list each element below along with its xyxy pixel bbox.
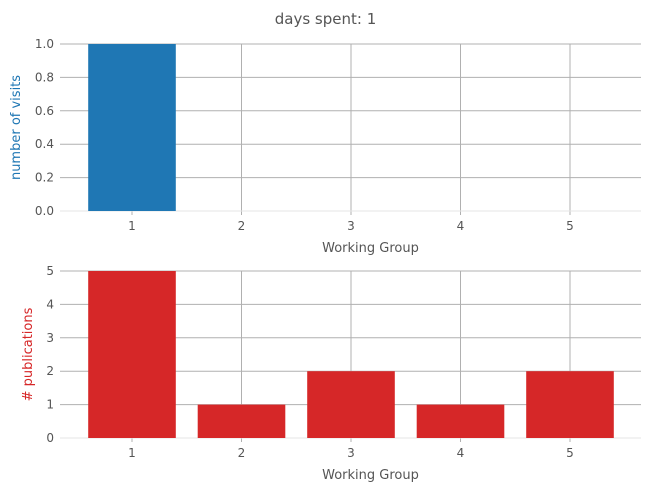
y-tick-label: 0.4 — [35, 137, 54, 151]
x-axis-label: Working Group — [322, 468, 419, 483]
bar-group-2 — [197, 404, 286, 438]
y-tick-label: 0 — [46, 431, 54, 445]
y-tick-label: 1 — [46, 398, 54, 412]
x-axis-label: Working Group — [322, 241, 419, 256]
x-tick-label: 3 — [347, 446, 355, 460]
figure-title: days spent: 1 — [275, 10, 377, 28]
y-tick-label: 0.0 — [35, 204, 54, 218]
y-tick-label: 0.2 — [35, 171, 54, 185]
bar-group-1 — [88, 44, 176, 211]
x-tick-label: 1 — [128, 219, 136, 233]
x-tick-label: 2 — [238, 446, 246, 460]
x-tick-label: 2 — [238, 219, 246, 233]
y-tick-label: 4 — [46, 297, 54, 311]
visits-ylabel: number of visits — [9, 75, 24, 180]
x-tick-label: 4 — [457, 446, 465, 460]
y-tick-label: 0.6 — [35, 104, 54, 118]
publications-chart: 0 1 2 3 4 5 1 2 3 4 5 Working Group # publications — [21, 264, 641, 483]
bar-group-5 — [526, 371, 614, 438]
bar-group-1 — [88, 271, 176, 438]
x-tick-label: 5 — [566, 219, 574, 233]
publications-ylabel: # publications — [21, 307, 36, 401]
y-tick-label: 1.0 — [35, 37, 54, 51]
x-tick-label: 4 — [457, 219, 465, 233]
bar-group-4 — [416, 404, 505, 438]
y-tick-label: 3 — [46, 331, 54, 345]
x-tick-label: 3 — [347, 219, 355, 233]
y-tick-label: 5 — [46, 264, 54, 278]
bar-group-3 — [307, 371, 395, 438]
y-tick-label: 2 — [46, 364, 54, 378]
visits-chart: 0.0 0.2 0.4 0.6 0.8 1.0 1 2 3 4 5 Working Group numb… — [9, 37, 641, 256]
x-tick-label: 1 — [128, 446, 136, 460]
x-tick-label: 5 — [566, 446, 574, 460]
y-tick-label: 0.8 — [35, 70, 54, 84]
